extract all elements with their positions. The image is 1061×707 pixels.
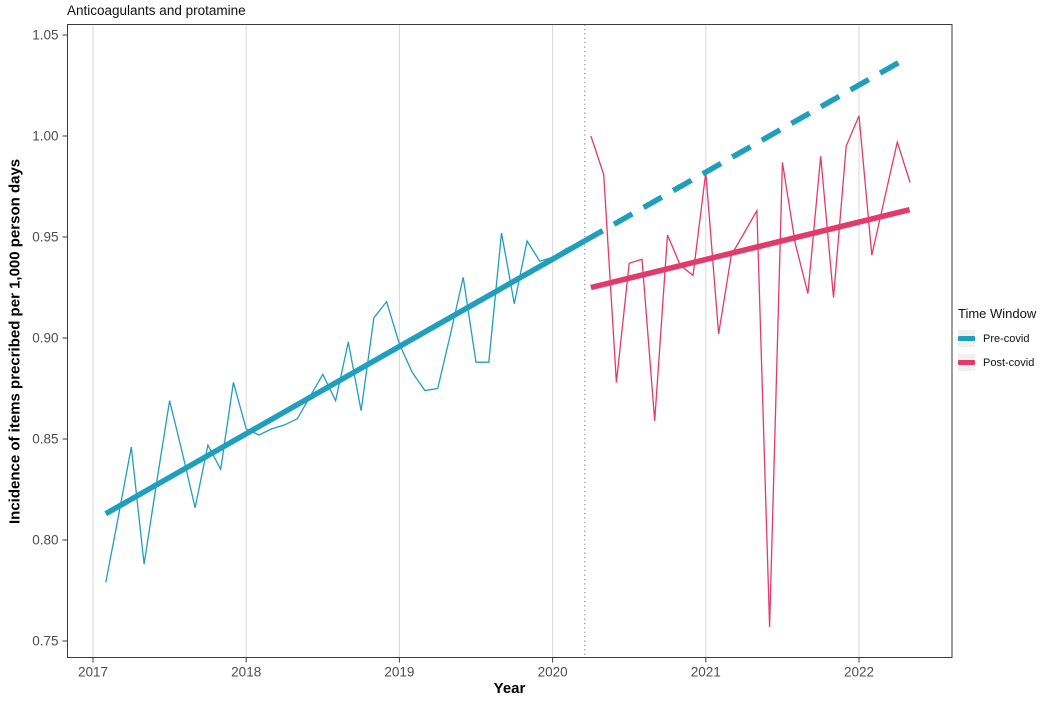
pre-covid-observed-line [105, 232, 579, 583]
chart-title: Anticoagulants and protamine [67, 3, 246, 18]
post-covid-observed-line [590, 115, 911, 627]
panel-border [67, 24, 953, 658]
y-tick-label: 0.80 [32, 533, 58, 548]
pre-covid-trend-extrapolated-line [583, 58, 903, 244]
y-tick-label: 1.05 [32, 28, 58, 43]
legend-item-post-covid: Post-covid [958, 354, 1058, 371]
y-tick-label: 0.95 [32, 230, 58, 245]
legend-key-line-icon [958, 360, 975, 365]
y-tick-label: 0.75 [32, 634, 58, 649]
legend-items: Pre-covid Post-covid [958, 330, 1058, 371]
x-axis-title: Year [493, 680, 526, 697]
legend-item-pre-covid: Pre-covid [958, 330, 1058, 347]
post-covid-trend-line [590, 207, 911, 291]
x-tick-label: 2018 [231, 665, 261, 680]
pre-covid-trend-line [104, 238, 586, 517]
y-tick-label: 0.85 [32, 432, 58, 447]
x-tick-label: 2021 [691, 665, 721, 680]
legend-key-swatch [958, 354, 975, 371]
x-tick-label: 2022 [844, 665, 874, 680]
legend-key-line-icon [958, 336, 975, 341]
legend-title: Time Window [958, 306, 1037, 321]
y-tick-label: 1.00 [32, 129, 58, 144]
legend: Time Window Pre-covid Post-covid [958, 306, 1058, 378]
x-tick-label: 2019 [384, 665, 414, 680]
legend-key-swatch [958, 330, 975, 347]
legend-item-label: Pre-covid [983, 332, 1030, 345]
y-tick-label: 0.90 [32, 331, 58, 346]
x-tick-label: 2020 [538, 665, 568, 680]
legend-item-label: Post-covid [983, 356, 1035, 369]
x-tick-label: 2017 [78, 665, 108, 680]
